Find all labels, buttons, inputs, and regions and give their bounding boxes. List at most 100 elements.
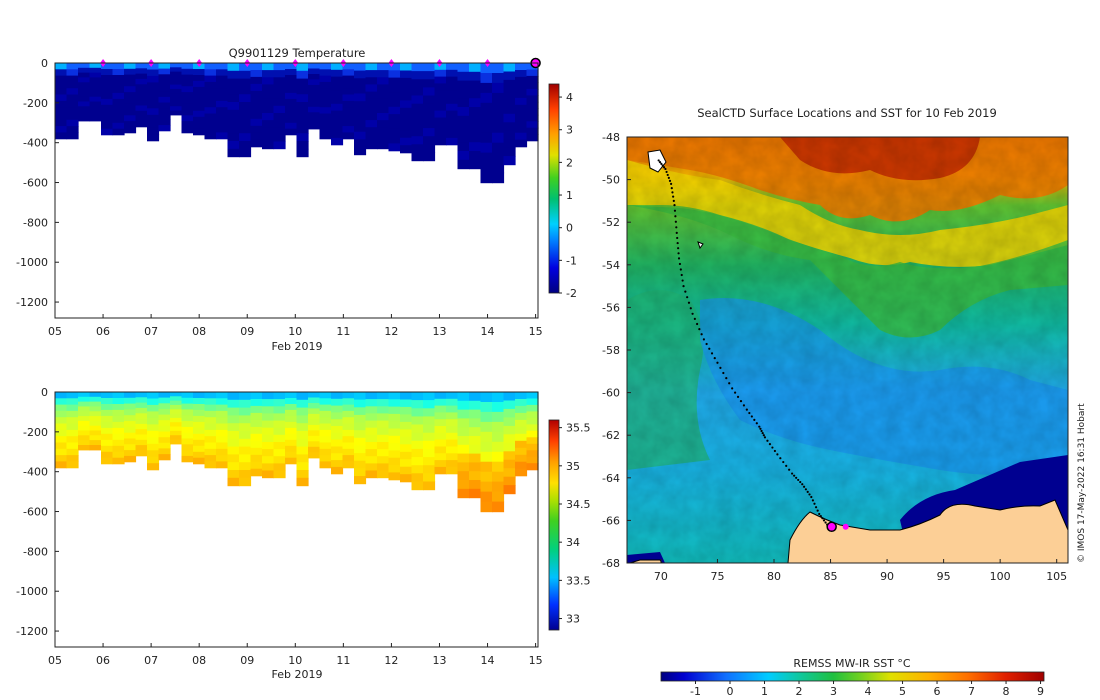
profile-cell [331, 83, 344, 91]
profile-cell [55, 69, 68, 77]
profile-cell [158, 79, 171, 87]
profile-cell [204, 429, 217, 437]
profile-cell [89, 96, 102, 103]
profile-cell [170, 84, 183, 90]
profile-cell [377, 141, 390, 150]
profile-cell [411, 416, 424, 426]
sst-map-panel: SealCTD Surface Locations and SST for 10… [602, 106, 1087, 698]
profile-cell [434, 419, 447, 427]
profile-cell [55, 410, 68, 418]
x-tick-label: 09 [240, 325, 254, 338]
x-tick-label: 14 [481, 325, 495, 338]
profile-cell [423, 440, 436, 450]
colorbar-tick-label: 34 [566, 536, 580, 549]
profile-cell [354, 407, 367, 416]
profile-cell [354, 147, 367, 156]
profile-cell [135, 105, 148, 112]
profile-cell [181, 426, 194, 434]
profile-cell [262, 442, 275, 450]
profile-cell [262, 70, 275, 78]
profile-cell [331, 412, 344, 420]
profile-cell [515, 83, 528, 92]
profile-cell [319, 404, 332, 412]
track-point [693, 317, 696, 321]
profile-cell [204, 423, 217, 431]
profile-cell [503, 400, 516, 410]
profile-cell [400, 130, 413, 139]
profile-cell [250, 447, 263, 456]
profile-cell [89, 420, 102, 427]
profile-cell [469, 471, 482, 481]
profile-cell [66, 410, 79, 418]
profile-cell [124, 74, 137, 81]
profile-cell [400, 137, 413, 146]
profile-cell [446, 412, 459, 420]
profile-cell [193, 457, 206, 465]
profile-cell [319, 63, 332, 70]
profile-cell [503, 105, 516, 115]
profile-cell [331, 466, 344, 475]
temperature-xlabel: Feb 2019 [272, 340, 323, 353]
profile-cell [308, 90, 321, 97]
profile-cell [78, 82, 91, 88]
profile-cell [227, 117, 240, 126]
profile-cell [446, 131, 459, 139]
profile-cell [342, 69, 355, 77]
profile-cell [377, 127, 390, 135]
profile-cell [308, 435, 321, 442]
profile-cell [388, 77, 401, 86]
profile-cell [158, 431, 171, 438]
track-point [698, 328, 701, 331]
profile-cell [135, 418, 148, 425]
profile-cell [273, 84, 286, 93]
profile-cell [112, 415, 125, 423]
profile-cell [78, 425, 91, 432]
track-point [776, 453, 779, 456]
profile-cell [285, 80, 298, 88]
profile-cell [308, 74, 321, 81]
profile-cell [400, 63, 413, 72]
profile-cell [492, 451, 505, 463]
temperature-panel: Q9901129 Temperature 05 06 07 08 09 10 11 12 13 1… [16, 46, 577, 353]
track-point [705, 342, 708, 346]
profile-cell [469, 159, 482, 170]
profile-cell [262, 77, 275, 85]
x-tick-label: 12 [384, 325, 398, 338]
map-y-tick-label: -68 [602, 557, 620, 570]
profile-cell [388, 443, 401, 451]
profile-cell [158, 403, 171, 410]
profile-cell [181, 126, 194, 134]
profile-cell [400, 115, 413, 124]
profile-cell [423, 87, 436, 97]
profile-cell [492, 491, 505, 503]
profile-cell [446, 426, 459, 434]
profile-cell [434, 97, 447, 105]
profile-cell [112, 445, 125, 453]
profile-cell [492, 122, 505, 134]
profile-cell [78, 420, 91, 427]
temperature-colorbar [548, 83, 560, 294]
profile-cell [147, 392, 160, 400]
profile-cell [342, 410, 355, 418]
profile-cell [101, 92, 114, 100]
profile-cell [354, 116, 367, 125]
profile-cell [388, 435, 401, 444]
profile-cell [124, 68, 137, 76]
profile-cell [342, 126, 355, 133]
profile-cell [89, 440, 102, 446]
profile-cell [446, 110, 459, 118]
track-point [742, 404, 746, 407]
profile-cell [457, 409, 470, 419]
profile-cell [526, 430, 539, 438]
profile-cell [181, 121, 194, 128]
profile-cell [457, 392, 470, 402]
track-point [702, 338, 705, 341]
profile-cell [365, 70, 378, 78]
track-point [802, 485, 806, 488]
profile-cell [78, 116, 91, 122]
y-tick-label: -1000 [16, 256, 48, 269]
profile-cell [78, 101, 91, 107]
track-point [677, 247, 680, 250]
profile-cell [204, 113, 217, 121]
profile-cell [515, 63, 528, 71]
